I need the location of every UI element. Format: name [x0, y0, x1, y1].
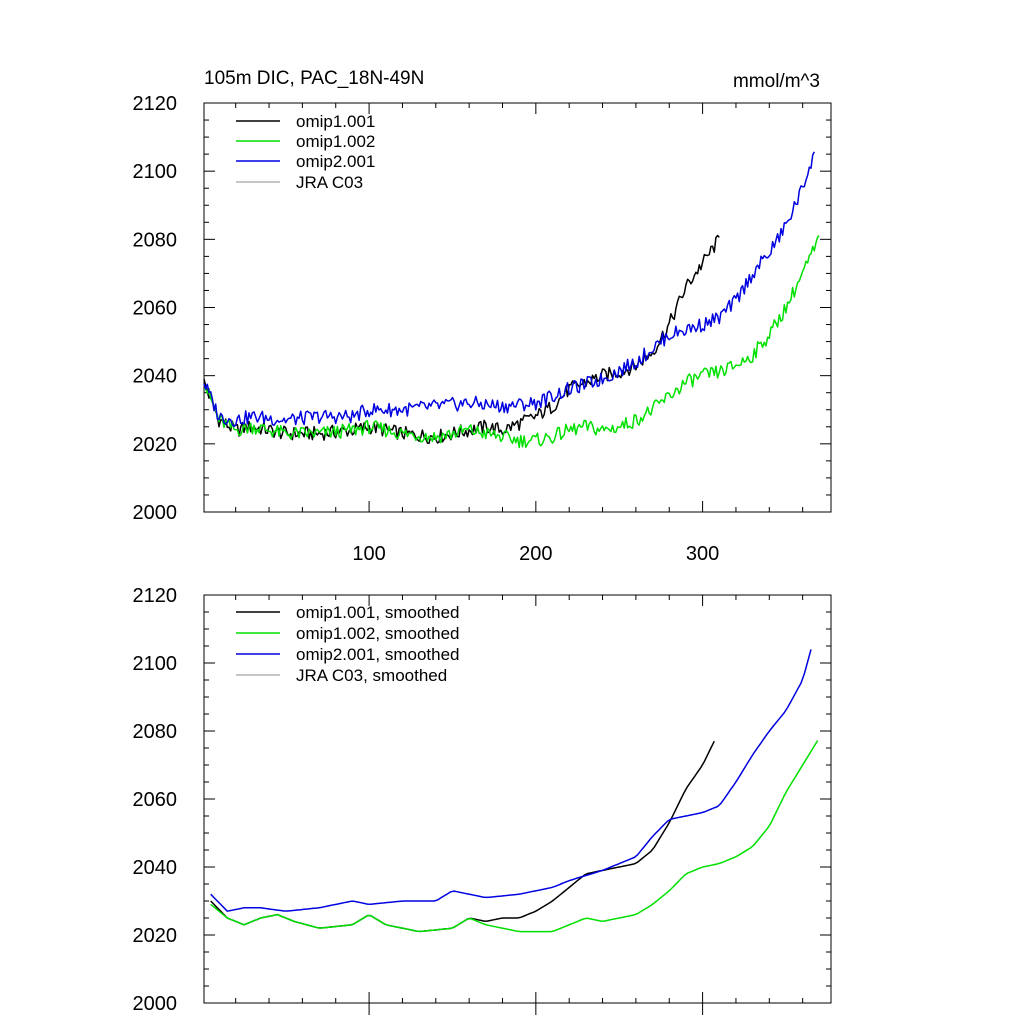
y-tick-label: 2040 [133, 366, 178, 388]
legend-label-omip1-002: omip1.002 [296, 132, 375, 151]
legend-label-omip2-001-smoothed: omip2.001, smoothed [296, 645, 460, 664]
y-tick-label: 2060 [133, 789, 178, 811]
series-group-top [203, 151, 820, 449]
y-tick-label: 2120 [133, 93, 178, 115]
chart-panel-top: 105m DIC, PAC_18N-49N mmol/m^3 200020202… [133, 68, 832, 565]
legend-label-omip2-001: omip2.001 [296, 152, 375, 171]
legend-label-omip1-002-smoothed: omip1.002, smoothed [296, 624, 460, 643]
series-line-omip2-001-smoothed [210, 649, 812, 912]
chart-title: 105m DIC, PAC_18N-49N [204, 68, 424, 89]
y-tick-label: 2080 [133, 721, 178, 743]
y-tick-label: 2040 [133, 857, 178, 879]
x-tick-label: 300 [686, 543, 719, 565]
y-tick-label: 2060 [133, 298, 178, 320]
series-line-omip1-002 [204, 235, 820, 449]
y-tick-label: 2020 [133, 434, 178, 456]
series-group-bottom [210, 649, 819, 933]
chart-panel-bottom: 2000 2020 2040 2060 2080 2100 2120 omip1.001, … [133, 585, 832, 1015]
series-line-omip2-001 [203, 151, 815, 428]
series-line-omip1-001 [203, 234, 720, 444]
y-tick-label: 2100 [133, 653, 178, 675]
y-tick-label: 2120 [133, 585, 178, 607]
legend-label-omip1-001-smoothed: omip1.001, smoothed [296, 603, 460, 622]
axis-ticks-bottom: 2000 2020 2040 2060 2080 2100 2120 [133, 585, 831, 1015]
y-tick-label: 2020 [133, 925, 178, 947]
y-tick-label: 2100 [133, 161, 178, 183]
x-tick-label: 200 [519, 543, 552, 565]
legend-label-omip1-001: omip1.001 [296, 112, 375, 131]
legend-bottom: omip1.001, smoothed omip1.002, smoothed … [236, 603, 460, 685]
units-label: mmol/m^3 [733, 71, 820, 92]
legend-label-jra-c03-smoothed: JRA C03, smoothed [296, 666, 447, 685]
x-tick-label: 100 [352, 543, 385, 565]
axis-ticks-top: 2000 2020 2040 2060 2080 2100 2120 100 200 300 [133, 93, 831, 565]
legend-label-jra-c03: JRA C03 [296, 173, 363, 192]
y-tick-label: 2000 [133, 993, 178, 1015]
series-line-omip1-002-smoothed [210, 740, 819, 933]
legend-top: omip1.001 omip1.002 omip2.001 JRA C03 [236, 112, 375, 192]
series-line-omip1-001-smoothed [210, 740, 715, 933]
y-tick-label: 2000 [133, 502, 178, 524]
y-tick-label: 2080 [133, 229, 178, 251]
